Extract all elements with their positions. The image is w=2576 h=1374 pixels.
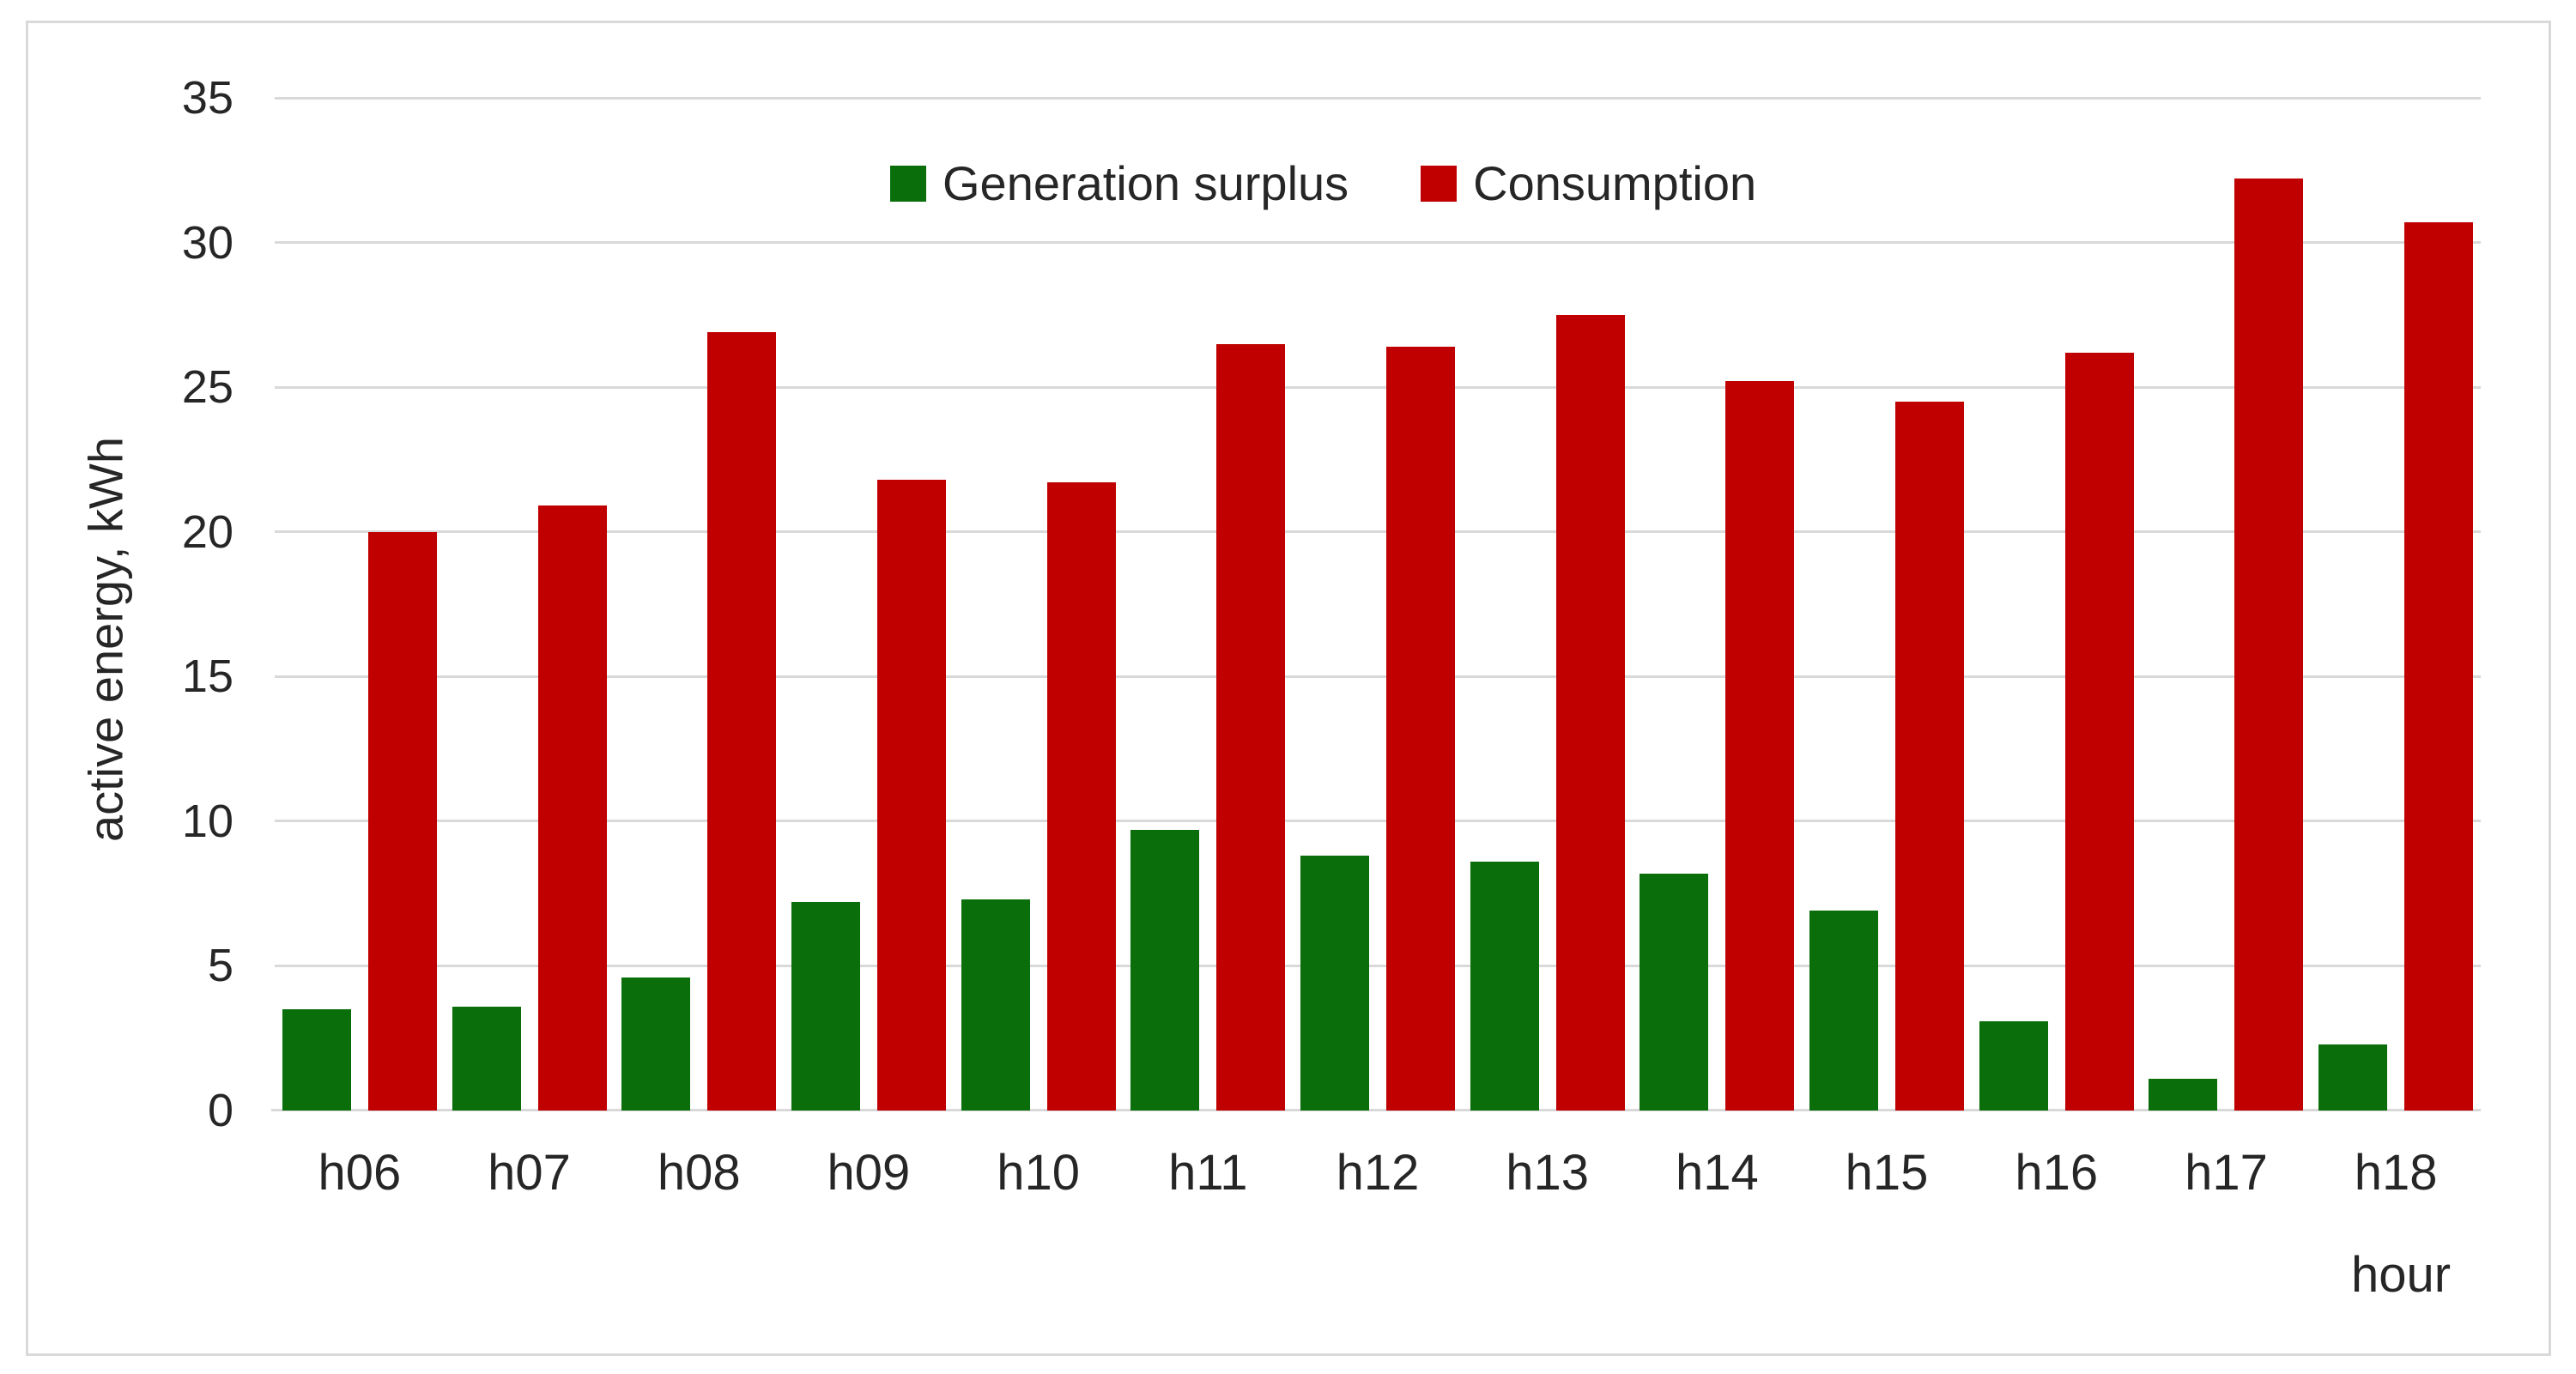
bar-consumption-h11 [1216, 343, 1286, 1111]
x-category-label-h07: h07 [488, 1145, 571, 1201]
bar-group-h15 [1802, 98, 1972, 1111]
legend-item-consumption: Consumption [1421, 160, 1756, 208]
bar-consumption-h15 [1895, 402, 1965, 1111]
x-category-label-h08: h08 [657, 1145, 741, 1201]
bar-generation-surplus-h09 [791, 902, 860, 1111]
legend-label-generation-surplus: Generation surplus [943, 156, 1349, 210]
y-tick-label-25: 25 [181, 361, 233, 414]
x-category-label-h17: h17 [2185, 1145, 2268, 1201]
bar-generation-surplus-h15 [1809, 911, 1879, 1111]
bar-generation-surplus-h13 [1470, 862, 1539, 1111]
bar-group-h09 [784, 98, 954, 1111]
bar-consumption-h09 [876, 480, 946, 1111]
y-tick-label-15: 15 [181, 651, 233, 703]
y-tick-label-10: 10 [181, 795, 233, 847]
bar-consumption-h08 [707, 332, 777, 1111]
plot-area [271, 96, 2481, 1111]
x-category-label-h10: h10 [997, 1145, 1080, 1201]
x-axis-line [271, 1109, 2481, 1111]
bar-consumption-h14 [1725, 381, 1795, 1111]
x-category-label-h13: h13 [1506, 1145, 1590, 1201]
x-category-label-h06: h06 [318, 1145, 402, 1201]
bar-group-h12 [1293, 98, 1463, 1111]
bar-group-h16 [1972, 98, 2142, 1111]
bar-consumption-h16 [2064, 352, 2134, 1111]
x-axis-title: hour [2350, 1247, 2452, 1303]
bar-generation-surplus-h06 [282, 1009, 351, 1111]
bar-generation-surplus-h12 [1300, 856, 1369, 1111]
y-tick-label-0: 0 [207, 1085, 233, 1136]
bar-group-h18 [2311, 98, 2481, 1111]
bar-generation-surplus-h10 [961, 899, 1030, 1111]
generation-surplus-swatch-icon [890, 166, 926, 202]
y-axis-title: active energy, kWh [78, 436, 133, 843]
consumption-swatch-icon [1421, 166, 1458, 202]
bar-consumption-h07 [537, 505, 607, 1111]
bar-generation-surplus-h14 [1640, 873, 1709, 1111]
bar-generation-surplus-h18 [2318, 1044, 2388, 1111]
bar-consumption-h12 [1385, 346, 1455, 1111]
bar-consumption-h13 [1555, 314, 1625, 1111]
gridline-5 [275, 964, 2481, 967]
bar-consumption-h06 [367, 531, 437, 1111]
legend-item-generation-surplus: Generation surplus [890, 160, 1349, 208]
bar-group-h08 [614, 98, 784, 1111]
bar-generation-surplus-h17 [2149, 1078, 2218, 1111]
bar-generation-surplus-h07 [452, 1006, 521, 1111]
bar-group-h06 [275, 98, 445, 1111]
x-category-label-h11: h11 [1168, 1145, 1248, 1201]
bar-consumption-h17 [2234, 179, 2304, 1111]
bar-group-h14 [1633, 98, 1803, 1111]
gridline-35 [275, 96, 2481, 100]
bar-consumption-h10 [1046, 482, 1116, 1111]
x-category-label-h18: h18 [2354, 1145, 2438, 1201]
x-category-label-h16: h16 [2015, 1145, 2099, 1201]
gridline-30 [275, 241, 2481, 245]
bar-group-h07 [445, 98, 615, 1111]
y-tick-label-5: 5 [207, 940, 233, 992]
y-tick-label-30: 30 [181, 216, 233, 269]
bar-consumption-h18 [2404, 222, 2474, 1111]
gridline-25 [275, 385, 2481, 389]
bar-group-h10 [954, 98, 1124, 1111]
y-tick-label-35: 35 [181, 72, 233, 124]
gridline-20 [275, 530, 2481, 534]
bar-group-h17 [2142, 98, 2312, 1111]
y-tick-label-20: 20 [181, 505, 233, 558]
x-category-label-h12: h12 [1336, 1145, 1420, 1201]
legend-label-consumption: Consumption [1473, 156, 1757, 210]
gridline-15 [275, 675, 2481, 678]
legend: Generation surplus Consumption [890, 160, 1756, 208]
x-category-label-h09: h09 [827, 1145, 911, 1201]
gridline-10 [275, 820, 2481, 823]
bar-group-h13 [1463, 98, 1633, 1111]
bar-generation-surplus-h11 [1130, 830, 1200, 1111]
bar-group-h11 [1123, 98, 1293, 1111]
x-category-label-h14: h14 [1675, 1145, 1759, 1201]
bar-generation-surplus-h16 [1979, 1020, 2048, 1111]
x-category-label-h15: h15 [1845, 1145, 1929, 1201]
bar-generation-surplus-h08 [621, 977, 691, 1111]
